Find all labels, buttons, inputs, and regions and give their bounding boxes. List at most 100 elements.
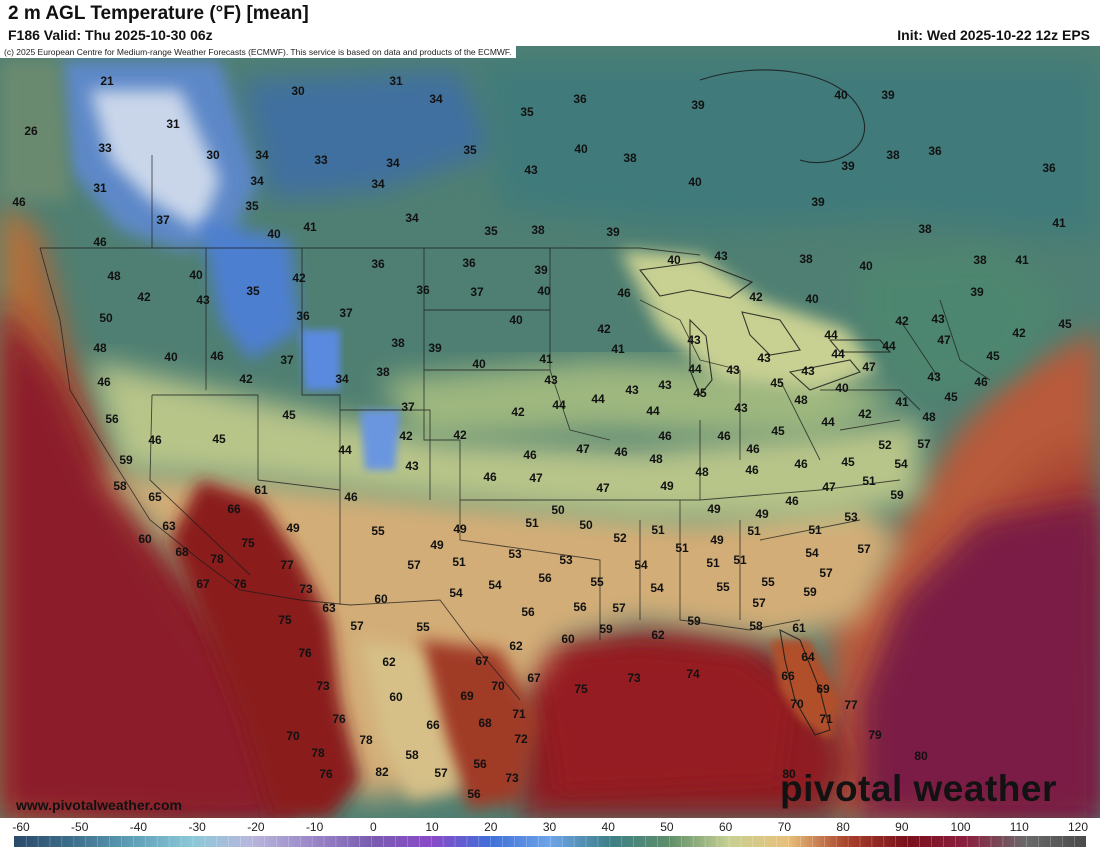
temperature-label: 46 [746,442,760,456]
temperature-label: 39 [428,341,442,355]
temperature-label: 49 [453,522,467,536]
temperature-label: 48 [649,452,663,466]
colorbar-tick: 20 [484,820,498,834]
temperature-label: 54 [449,586,463,600]
colorbar-cell-divider [645,836,646,847]
temperature-label: 75 [241,536,255,550]
temperature-label: 73 [505,771,519,785]
colorbar-cell-divider [1062,836,1063,847]
temperature-label: 41 [1015,253,1029,267]
temperature-label: 41 [611,342,625,356]
temperature-label: 69 [460,689,474,703]
temperature-label: 66 [781,669,795,683]
colorbar-cell-divider [97,836,98,847]
temperature-label: 40 [667,253,681,267]
colorbar-cell-divider [776,836,777,847]
colorbar-tick: -30 [188,820,206,834]
colorbar-tick: 0 [369,820,377,834]
colorbar-cell-divider [1050,836,1051,847]
colorbar-cell-divider [728,836,730,847]
temperature-label: 30 [206,148,220,162]
colorbar-cell-divider [359,836,360,847]
temperature-label: 54 [894,457,908,471]
temperature-label: 70 [286,729,300,743]
temperature-label: 36 [416,283,430,297]
temperature-label: 66 [227,502,241,516]
valid-time: F186 Valid: Thu 2025-10-30 06z [8,27,213,43]
temperature-label: 71 [512,707,526,721]
colorbar-cell-divider [752,836,754,847]
temperature-label: 35 [520,105,534,119]
temperature-label: 40 [688,175,702,189]
temperature-label: 47 [822,480,836,494]
temperature-label: 51 [862,474,876,488]
temperature-label: 78 [311,746,325,760]
colorbar-tick: -10 [305,820,324,834]
temperature-label: 38 [918,222,932,236]
temperature-label: 47 [529,471,543,485]
weather-map[interactable]: 21 31 30 34 36 39 35 40 39 26 31 33 30 34 33 34 35 40 38 38… [0,46,1100,818]
temperature-label: 57 [350,619,364,633]
colorbar-tick: 40 [601,820,615,834]
temperature-label: 57 [407,558,421,572]
colorbar-cell-divider [978,836,980,847]
temperature-label: 53 [508,547,522,561]
colorbar-cell-divider [264,836,265,847]
colorbar-cell-divider [657,836,658,847]
colorbar-cell-divider [49,836,51,847]
colorbar-tick: 80 [836,820,850,834]
temperature-label: 51 [808,523,822,537]
temperature-label: 46 [483,470,497,484]
temperature-label: 46 [344,490,358,504]
website-link[interactable]: www.pivotalweather.com [16,797,182,813]
temperature-label: 54 [650,581,664,595]
temperature-label: 61 [254,483,268,497]
temperature-label: 42 [292,271,306,285]
temperature-label: 34 [335,372,349,386]
colorbar [14,836,1086,847]
temperature-label: 62 [651,628,665,642]
temperature-label: 54 [805,546,819,560]
temperature-label: 43 [726,363,740,377]
temperature-label: 41 [1052,216,1066,230]
temperature-label: 43 [714,249,728,263]
temperature-label: 41 [895,395,909,409]
temperature-label: 63 [322,601,336,615]
temperature-label: 56 [538,571,552,585]
temperature-label: 37 [280,353,294,367]
temperature-label: 46 [717,429,731,443]
temperature-label: 70 [491,679,505,693]
temperature-label: 40 [509,313,523,327]
temperature-label: 78 [210,552,224,566]
colorbar-cell-divider [514,836,515,847]
temperature-label: 40 [859,259,873,273]
temperature-label: 43 [927,370,941,384]
temperature-label: 40 [574,142,588,156]
temperature-label: 51 [675,541,689,555]
colorbar-cell-divider [133,836,134,847]
temperature-label: 46 [785,494,799,508]
temperature-label: 56 [105,412,119,426]
temperature-label: 41 [303,220,317,234]
colorbar-cell-divider [621,836,623,847]
init-time: Init: Wed 2025-10-22 12z EPS [897,27,1090,43]
temperature-label: 46 [523,448,537,462]
temperature-labels: 21 31 30 34 36 39 35 40 39 26 31 33 30 34 33 34 35 40 38 38… [12,74,1072,801]
temperature-label: 46 [745,463,759,477]
temperature-label: 45 [771,424,785,438]
colorbar-cell-divider [85,836,87,847]
temperature-label: 46 [614,445,628,459]
colorbar-cell-divider [847,836,849,847]
temperature-label: 39 [841,159,855,173]
temperature-label: 78 [359,733,373,747]
temperature-label: 48 [922,410,936,424]
temperature-label: 71 [819,712,833,726]
temperature-label: 46 [658,429,672,443]
colorbar-cell-divider [931,836,932,847]
temperature-label: 77 [280,558,294,572]
temperature-label: 39 [534,263,548,277]
temperature-label: 43 [801,364,815,378]
temperature-label: 60 [374,592,388,606]
colorbar-cell-divider [669,836,670,847]
temperature-label: 52 [613,531,627,545]
